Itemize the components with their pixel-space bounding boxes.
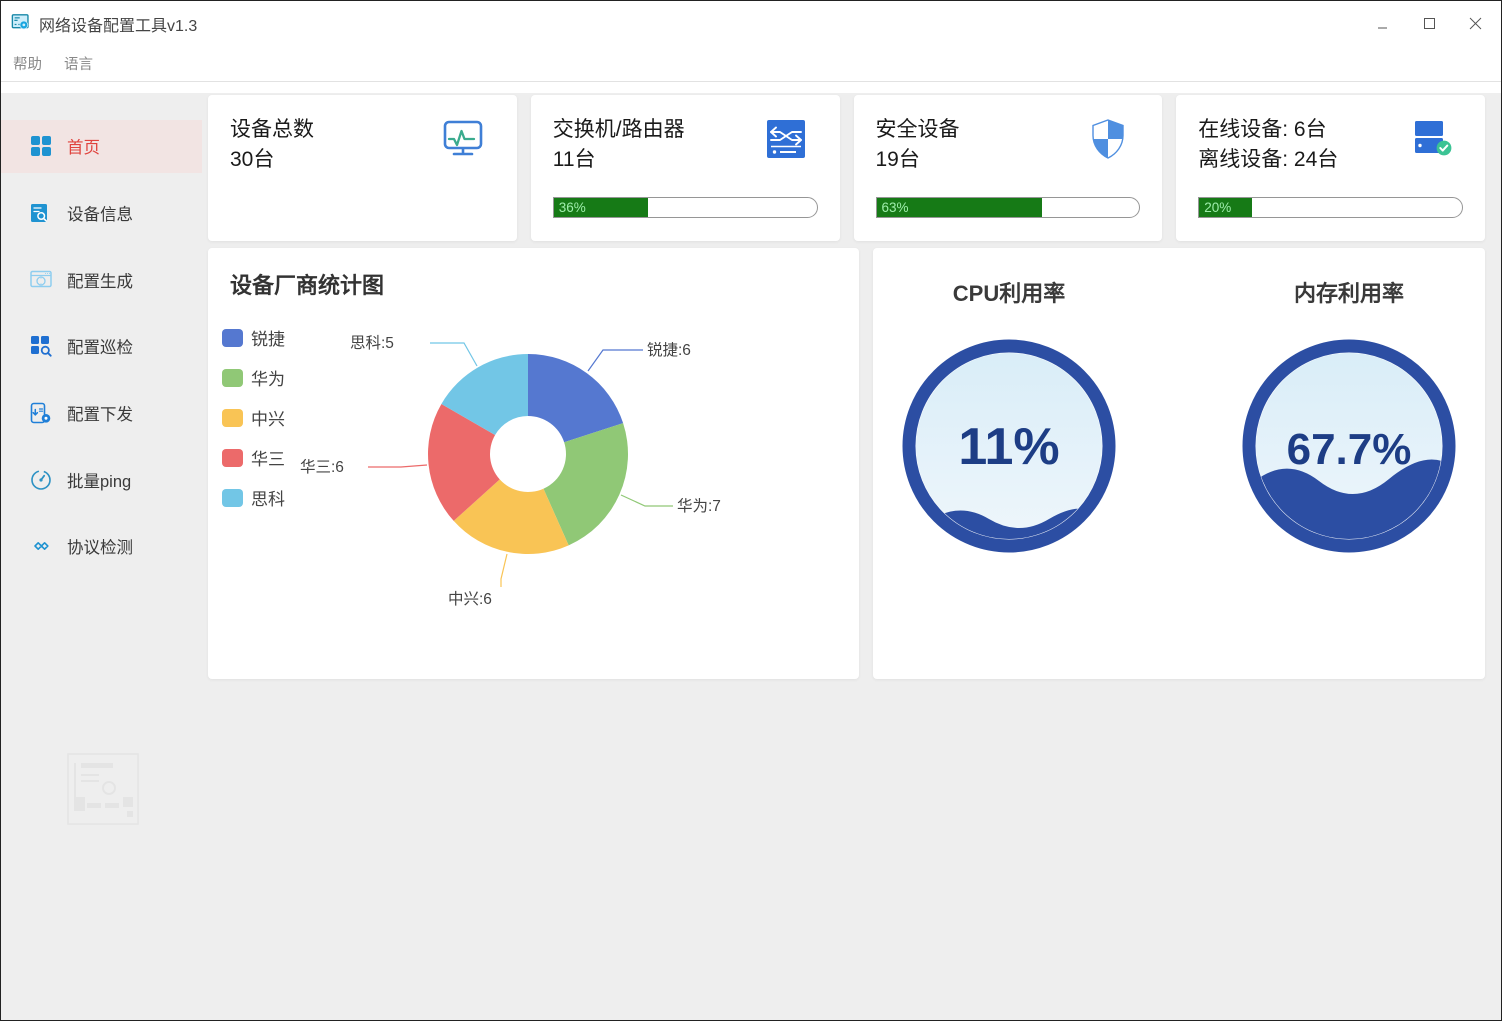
svg-text:67.7%: 67.7% xyxy=(1287,425,1412,474)
svg-text:中兴:6: 中兴:6 xyxy=(448,590,492,608)
svg-text:11%: 11% xyxy=(958,418,1059,476)
